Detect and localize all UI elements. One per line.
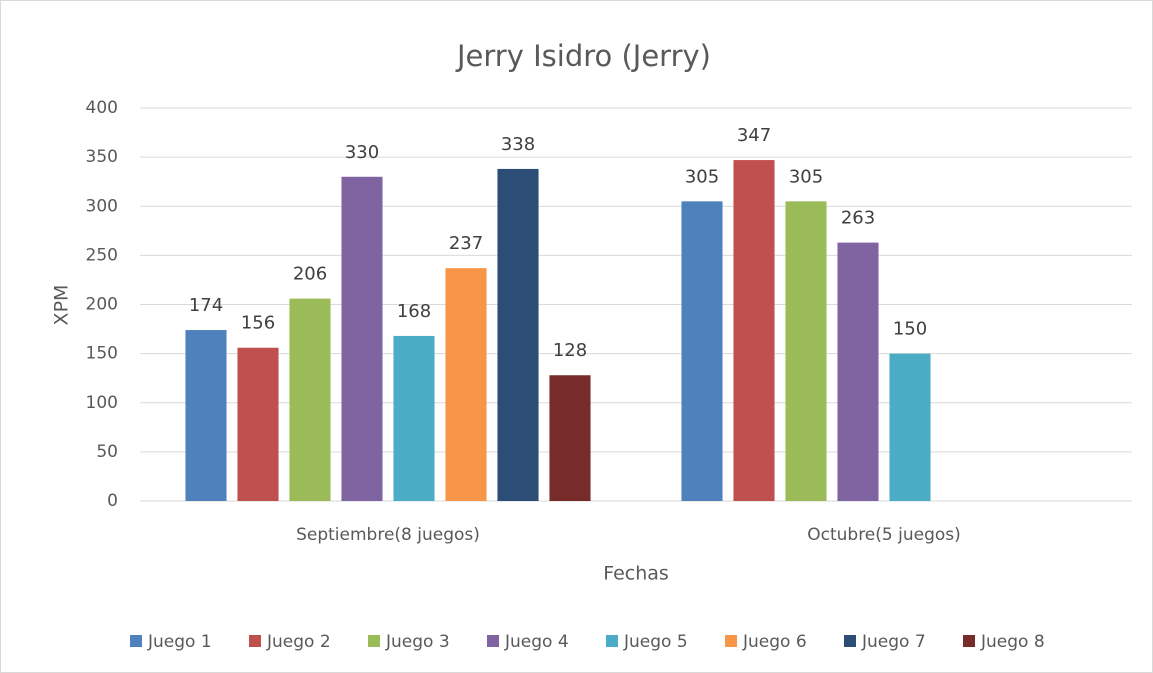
legend-swatch: [487, 635, 499, 647]
data-label: 305: [685, 166, 719, 187]
data-label: 263: [841, 208, 875, 229]
y-tick-label: 200: [86, 295, 118, 315]
x-tick-label: Octubre(5 juegos): [807, 525, 961, 545]
bar: [393, 335, 435, 501]
chart-title: Jerry Isidro (Jerry): [455, 39, 711, 73]
legend-label: Juego 2: [266, 632, 331, 652]
data-label: 237: [449, 233, 483, 254]
legend-swatch: [725, 635, 737, 647]
bar: [497, 168, 539, 502]
data-label: 156: [241, 313, 275, 334]
bar: [341, 176, 383, 501]
legend-label: Juego 8: [980, 632, 1045, 652]
legend-swatch: [249, 635, 261, 647]
legend-label: Juego 5: [623, 632, 688, 652]
bar: [549, 375, 591, 501]
y-tick-label: 0: [107, 491, 118, 511]
legend-label: Juego 6: [742, 632, 807, 652]
y-tick-label: 400: [86, 98, 118, 118]
y-axis-label: XPM: [51, 285, 73, 326]
legend-swatch: [368, 635, 380, 647]
bar: [289, 298, 331, 501]
y-tick-label: 100: [86, 393, 118, 413]
y-tick-label: 250: [86, 245, 118, 265]
data-label: 206: [293, 264, 327, 285]
x-axis-label: Fechas: [603, 563, 669, 585]
data-label: 168: [397, 301, 431, 322]
legend-label: Juego 1: [147, 632, 212, 652]
data-label: 150: [893, 319, 927, 340]
bar: [237, 347, 279, 501]
data-label: 128: [553, 340, 587, 361]
legend-swatch: [606, 635, 618, 647]
legend-label: Juego 7: [861, 632, 926, 652]
y-tick-label: 150: [86, 344, 118, 364]
legend-label: Juego 3: [385, 632, 450, 652]
legend-label: Juego 4: [504, 632, 569, 652]
bar: [785, 201, 827, 501]
y-tick-label: 50: [96, 442, 118, 462]
y-tick-label: 300: [86, 196, 118, 216]
data-label: 330: [345, 142, 379, 163]
y-tick-label: 350: [86, 147, 118, 167]
bar: [733, 160, 775, 501]
bar: [681, 201, 723, 501]
bar: [889, 353, 931, 501]
data-label: 174: [189, 295, 223, 316]
legend-swatch: [844, 635, 856, 647]
data-label: 347: [737, 125, 771, 146]
bar: [185, 330, 227, 501]
data-label: 338: [501, 134, 535, 155]
legend-swatch: [963, 635, 975, 647]
x-tick-label: Septiembre(8 juegos): [296, 525, 480, 545]
bar: [445, 268, 487, 501]
bar: [837, 242, 879, 502]
data-label: 305: [789, 166, 823, 187]
legend-swatch: [130, 635, 142, 647]
